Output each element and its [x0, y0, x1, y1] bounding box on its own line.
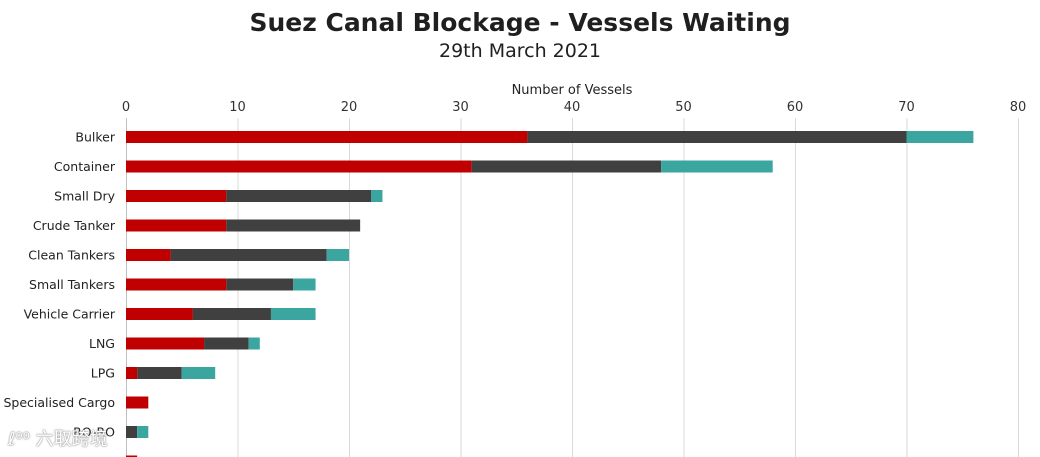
bar-segment-1	[126, 278, 227, 291]
bar-segment-2	[226, 190, 372, 202]
x-tick-label: 50	[675, 100, 692, 115]
bar-segment-1	[126, 160, 472, 173]
bar-segment-2	[137, 367, 182, 379]
watermark-logo: ℓ⁰⁰ 六取跨境	[8, 425, 108, 451]
x-tick-label: 30	[452, 100, 469, 115]
category-label: Bulker	[75, 130, 115, 145]
bar-segment-1	[126, 367, 138, 379]
bar-segment-3	[371, 190, 383, 202]
chart-subtitle: 29th March 2021	[438, 40, 602, 62]
bar-segment-1	[126, 337, 205, 350]
bar-segment-2	[226, 278, 294, 291]
bar-segment-1	[126, 249, 171, 261]
bar-segment-2	[170, 249, 327, 261]
bar-segment-3	[270, 308, 316, 320]
bar-segment-1	[126, 190, 227, 202]
category-label: Small Tankers	[29, 277, 115, 292]
bar-segment-2	[527, 131, 907, 143]
watermark-text: 六取跨境	[35, 429, 108, 450]
category-label: RO-RO	[73, 425, 115, 440]
category-label: Crude Tanker	[33, 218, 116, 233]
bar-segment-3	[248, 337, 260, 350]
bar-segment-1	[126, 308, 193, 320]
bar-segment-1	[126, 219, 227, 232]
bar-segment-3	[326, 249, 349, 261]
bar-segment-2	[226, 219, 361, 232]
category-label: LNG	[89, 336, 115, 351]
bar-segment-3	[661, 160, 773, 173]
bar-segment-3	[137, 426, 149, 438]
category-label: Container	[54, 159, 116, 174]
watermark-icon: ℓ⁰⁰	[8, 429, 30, 450]
bar-segment-2	[471, 160, 662, 173]
bar-segment-2	[192, 308, 271, 320]
bar-segment-3	[181, 367, 216, 379]
bar-segment-2	[126, 426, 138, 438]
x-tick-label: 20	[341, 100, 358, 115]
category-label: Clean Tankers	[28, 248, 115, 263]
bar-segment-1	[126, 455, 138, 457]
x-tick-label: 80	[1010, 100, 1027, 115]
category-label: LPG	[91, 366, 115, 381]
x-tick-label: 60	[787, 100, 804, 115]
chart-title: Suez Canal Blockage - Vessels Waiting	[249, 8, 791, 37]
category-label: Small Dry	[54, 189, 115, 204]
x-tick-label: 70	[898, 100, 915, 115]
bar-segment-2	[204, 337, 249, 350]
category-label: Vehicle Carrier	[24, 307, 116, 322]
x-axis-title: Number of Vessels	[512, 83, 633, 98]
bar-segment-3	[293, 278, 316, 291]
category-label: Specialised Cargo	[3, 395, 115, 410]
x-tick-label: 40	[564, 100, 581, 115]
x-tick-label: 10	[229, 100, 246, 115]
bar-segment-3	[906, 131, 974, 143]
bar-segment-1	[126, 396, 149, 409]
x-tick-label: 0	[122, 100, 130, 115]
bar-segment-1	[126, 131, 528, 143]
